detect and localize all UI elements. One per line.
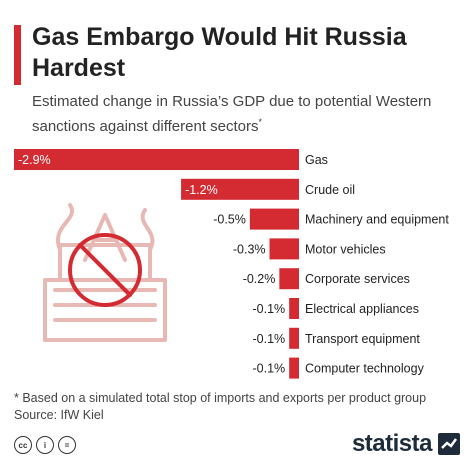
- cc-icon[interactable]: cc: [14, 436, 32, 454]
- footnote-text: * Based on a simulated total stop of imp…: [14, 391, 427, 405]
- bar: [269, 238, 299, 260]
- crossed-out-gas-rig-icon: [43, 203, 167, 342]
- bar: [289, 327, 299, 349]
- category-label: Motor vehicles: [305, 242, 386, 256]
- category-label: Transport equipment: [305, 332, 420, 346]
- chart-subtitle: Estimated change in Russia’s GDP due to …: [32, 92, 462, 137]
- bar: [289, 298, 299, 319]
- category-label: Crude oil: [305, 183, 355, 197]
- category-label: Corporate services: [305, 272, 410, 286]
- bar: [249, 208, 299, 230]
- statista-logo-icon: [438, 433, 460, 455]
- bar-chart: -2.9% Gas -1.2% Crude oil -0.5% Machinery and…: [14, 149, 449, 379]
- bar-value-label: -1.2%: [185, 183, 218, 197]
- bar-value-label: -0.1%: [253, 302, 286, 316]
- subtitle-footnote-marker: *: [258, 117, 263, 127]
- statista-logo[interactable]: statista: [352, 430, 460, 458]
- category-label: Machinery and equipment: [305, 213, 449, 227]
- by-icon[interactable]: i: [36, 436, 54, 454]
- license-icons: cc i =: [14, 436, 76, 454]
- bar-value-label: -0.2%: [243, 272, 276, 286]
- logo-text: statista: [351, 430, 433, 457]
- category-label: Computer technology: [305, 362, 425, 376]
- footnote: * Based on a simulated total stop of imp…: [14, 390, 464, 424]
- category-label: Electrical appliances: [305, 302, 419, 316]
- bar-value-label: -0.1%: [253, 332, 286, 346]
- nd-icon[interactable]: =: [58, 436, 76, 454]
- title-accent-bar: [14, 25, 21, 85]
- bar-value-label: -0.5%: [213, 213, 246, 227]
- chart-title: Gas Embargo Would Hit Russia Hardest: [32, 23, 407, 82]
- source-text: Source: IfW Kiel: [14, 408, 104, 422]
- subtitle-text: Estimated change in Russia’s GDP due to …: [32, 93, 432, 135]
- bar: [181, 178, 299, 200]
- bar-value-label: -0.1%: [253, 362, 286, 376]
- bar-value-label: -0.3%: [233, 242, 266, 256]
- bar: [279, 268, 299, 290]
- bar: [14, 149, 299, 170]
- bar: [289, 357, 299, 379]
- category-label: Gas: [305, 153, 328, 167]
- bar-value-label: -2.9%: [18, 153, 51, 167]
